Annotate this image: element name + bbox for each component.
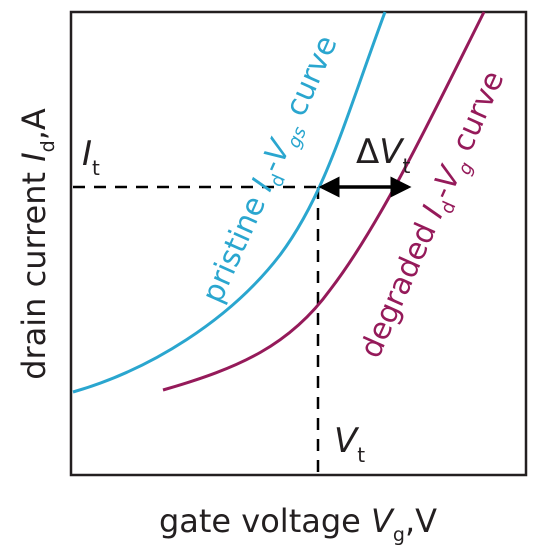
y-axis-label: drain current Id,A — [15, 108, 59, 380]
plot-frame — [69, 10, 528, 477]
degraded-curve — [162, 11, 486, 392]
pristine-curve — [72, 11, 387, 394]
x-axis-label: gate voltage Vg,V — [159, 502, 437, 546]
threshold-current-label: It — [82, 134, 100, 180]
threshold-shift-label: ΔVt — [356, 132, 411, 178]
threshold-voltage-label: Vt — [334, 421, 365, 467]
